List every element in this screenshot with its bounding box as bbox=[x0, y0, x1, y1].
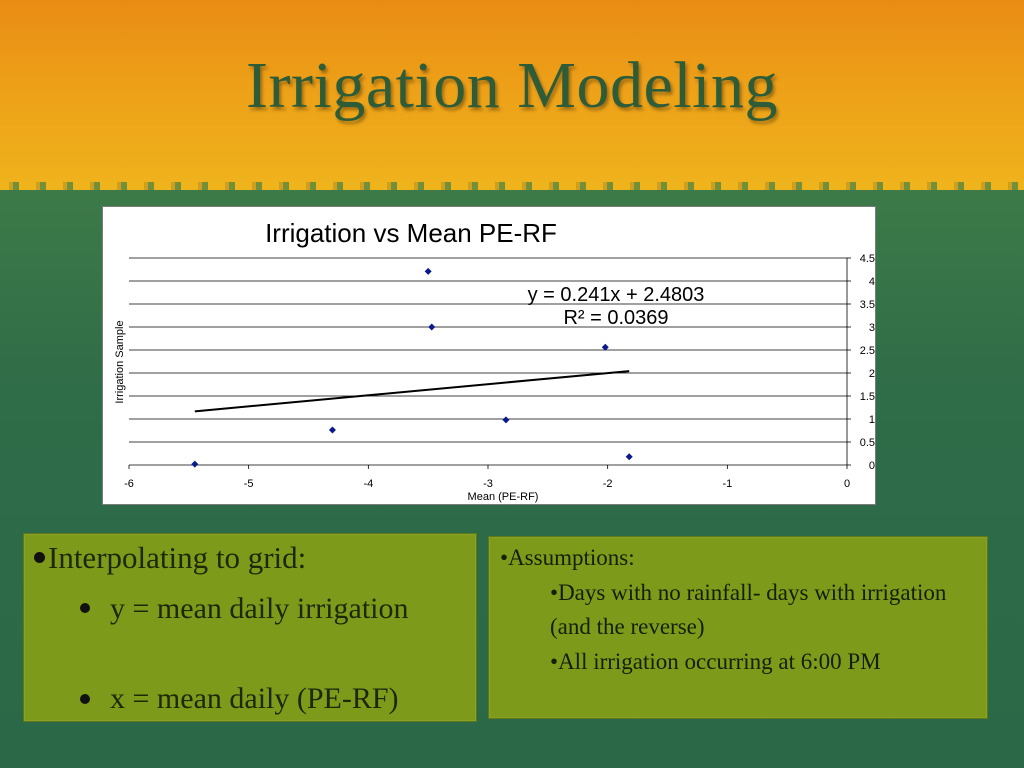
assumption-item: •All irrigation occurring at 6:00 PM bbox=[550, 649, 881, 674]
data-point bbox=[625, 453, 633, 461]
assumptions-heading: •Assumptions: bbox=[500, 545, 635, 570]
x-tick-label: 0 bbox=[844, 478, 850, 490]
x-tick-label: -3 bbox=[483, 478, 493, 490]
x-axis-label: Mean (PE-RF) bbox=[468, 491, 539, 503]
grid-layer bbox=[129, 257, 847, 466]
assumption-item: •Days with no rainfall- days with irriga… bbox=[550, 580, 947, 639]
bullet-icon bbox=[34, 552, 45, 563]
trendline-equation: y = 0.241x + 2.4803 bbox=[528, 284, 705, 306]
slide-title: Irrigation Modeling bbox=[246, 49, 778, 122]
x-tick-label: -6 bbox=[124, 478, 134, 490]
data-point bbox=[428, 323, 436, 331]
assumption-item-text: All irrigation occurring at 6:00 PM bbox=[558, 649, 881, 674]
point-layer bbox=[191, 267, 633, 468]
y-tick-label: 0 bbox=[869, 460, 875, 472]
scatter-chart: 0 0.5 1 1.5 2 2.5 3 3.5 4 4.5 -6 -5 -4 -3 -2 -1 0 Irriga… bbox=[102, 206, 876, 505]
chart-title: Irrigation vs Mean PE-RF bbox=[265, 218, 557, 248]
y-tick-label: 2.5 bbox=[860, 345, 875, 357]
x-tick-label: -5 bbox=[244, 478, 254, 490]
bullet-icon bbox=[80, 603, 90, 613]
y-tick-label: 4 bbox=[869, 276, 875, 288]
y-tick-label: 2 bbox=[869, 368, 875, 380]
y-tick-label: 3 bbox=[869, 322, 875, 334]
data-point bbox=[328, 426, 336, 434]
x-tick-label: -4 bbox=[363, 478, 373, 490]
y-tick-label: 3.5 bbox=[860, 299, 875, 311]
axis-layer: 0 0.5 1 1.5 2 2.5 3 3.5 4 4.5 -6 -5 -4 -3 -2 -1 0 bbox=[124, 253, 875, 490]
data-point bbox=[502, 416, 510, 424]
bullet-x-definition: x = mean daily (PE-RF) bbox=[110, 682, 399, 715]
y-tick-label: 0.5 bbox=[860, 437, 875, 449]
data-point bbox=[424, 267, 432, 275]
data-point bbox=[601, 343, 609, 351]
right-text-panel bbox=[488, 536, 988, 719]
bullet-interpolating: Interpolating to grid: bbox=[48, 540, 307, 575]
y-tick-label: 1 bbox=[869, 414, 875, 426]
assumptions-heading-text: Assumptions: bbox=[508, 545, 635, 570]
left-text-panel bbox=[23, 533, 477, 722]
x-tick-label: -1 bbox=[722, 478, 732, 490]
x-tick-label: -2 bbox=[603, 478, 613, 490]
chart-svg: 0 0.5 1 1.5 2 2.5 3 3.5 4 4.5 -6 -5 -4 -3 -2 -1 0 Irriga… bbox=[114, 218, 875, 503]
assumption-item-text: Days with no rainfall- days with irrigat… bbox=[550, 580, 947, 639]
data-point bbox=[191, 460, 199, 468]
bullet-icon bbox=[80, 694, 90, 704]
y-tick-label: 4.5 bbox=[860, 253, 875, 265]
bullet-y-definition: y = mean daily irrigation bbox=[110, 592, 409, 625]
trendline-r-squared: R² = 0.0369 bbox=[563, 307, 668, 329]
trendline bbox=[194, 370, 630, 413]
trendline-layer bbox=[194, 370, 630, 413]
y-tick-label: 1.5 bbox=[860, 391, 875, 403]
y-axis-label: Irrigation Sample bbox=[114, 320, 126, 403]
